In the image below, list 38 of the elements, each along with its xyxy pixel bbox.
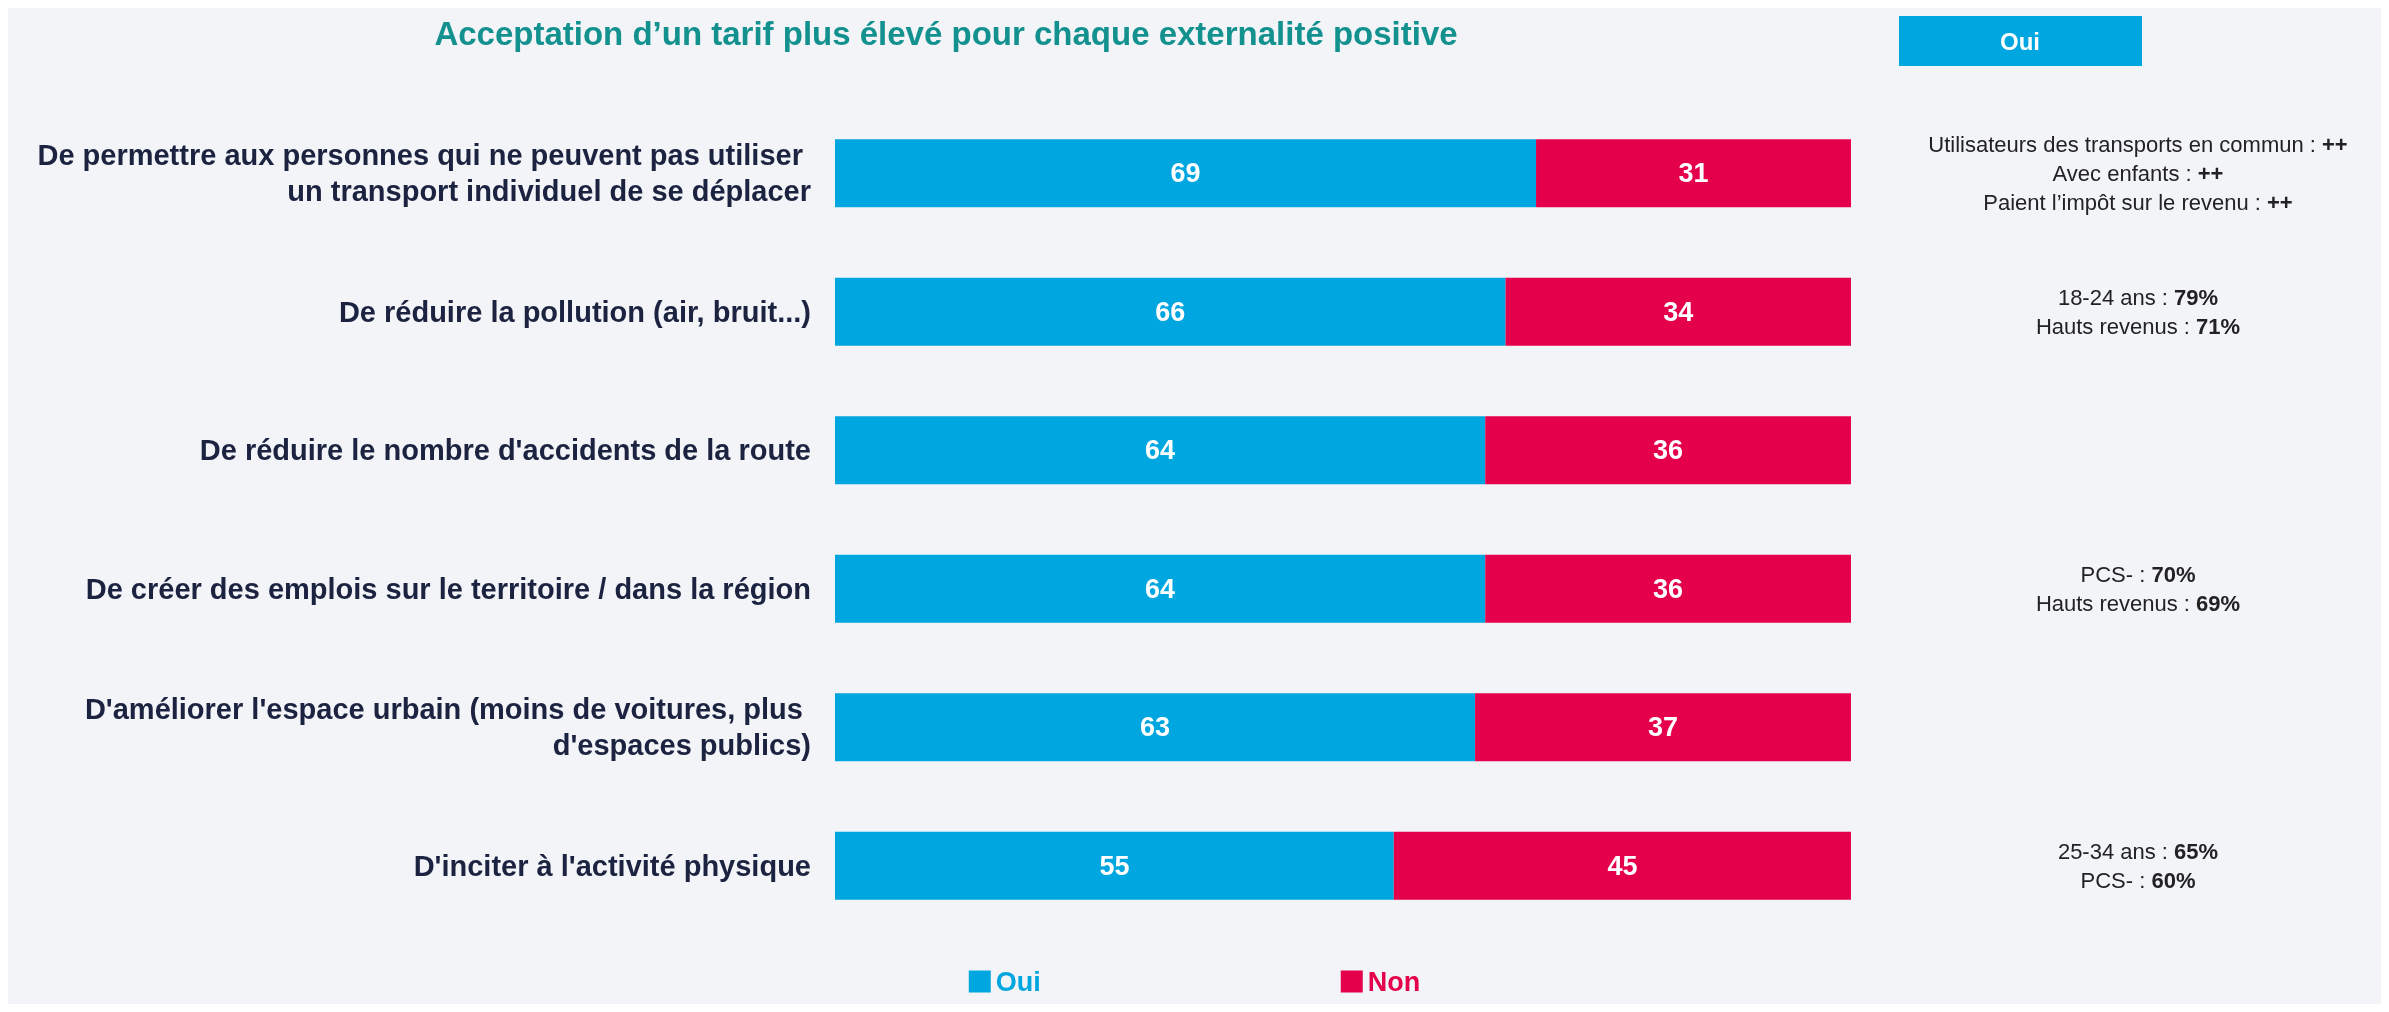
bar bbox=[1536, 139, 1851, 208]
bar bbox=[835, 139, 1537, 208]
data-label: 64 bbox=[1145, 435, 1176, 466]
bar bbox=[1505, 277, 1851, 346]
text: Oui bbox=[2000, 27, 2040, 55]
bar bbox=[835, 277, 1506, 346]
text: 18-24 ans : 79% Hauts revenus : 71% bbox=[2035, 284, 2241, 339]
y-tick-label: De réduire le nombre d'accidents de la route bbox=[199, 434, 811, 467]
legend-label: Non bbox=[1367, 966, 1421, 997]
bar bbox=[835, 831, 1394, 900]
bar bbox=[1485, 554, 1851, 623]
bar bbox=[835, 693, 1476, 762]
data-label: 36 bbox=[1653, 435, 1684, 466]
data-label: 45 bbox=[1607, 850, 1638, 881]
bar bbox=[835, 554, 1486, 623]
data-label: 37 bbox=[1648, 712, 1679, 743]
y-tick-label: De permettre aux personnes qui ne peuvent pas utiliser un transport individuel de se déplacer bbox=[37, 139, 811, 208]
data-label: 31 bbox=[1678, 158, 1709, 189]
data-label: 63 bbox=[1140, 712, 1171, 743]
bar bbox=[1393, 831, 1851, 900]
legend-label: Oui bbox=[995, 966, 1041, 997]
bar bbox=[1475, 693, 1851, 762]
y-tick-label: De réduire la pollution (air, bruit...) bbox=[338, 295, 811, 328]
text: 25-34 ans : 65% PCS- : 60% bbox=[2057, 838, 2219, 893]
data-label: 36 bbox=[1653, 573, 1684, 604]
data-label: 69 bbox=[1170, 158, 1201, 189]
y-tick-label: D'inciter à l'activité physique bbox=[413, 849, 811, 882]
bar bbox=[1485, 416, 1851, 485]
y-tick-label: De créer des emplois sur le territoire / dans la région bbox=[85, 572, 811, 605]
data-label: 34 bbox=[1663, 296, 1694, 327]
data-label: 55 bbox=[1099, 850, 1130, 881]
data-label: 64 bbox=[1145, 573, 1176, 604]
y-tick-label: D'améliorer l'espace urbain (moins de voitures, plus d'espaces publics) bbox=[84, 693, 811, 762]
data-label: 66 bbox=[1155, 296, 1186, 327]
text: Utilisateurs des transports en commun : ++ Avec enfants : ++ Paient l’impôt sur le revenu : ++ bbox=[1928, 131, 2348, 215]
chart-title: Acceptation d’un tarif plus élevé pour chaque externalité positive bbox=[434, 15, 1458, 52]
text: PCS- : 70% Hauts revenus : 69% bbox=[2035, 561, 2241, 616]
bar bbox=[835, 416, 1486, 485]
